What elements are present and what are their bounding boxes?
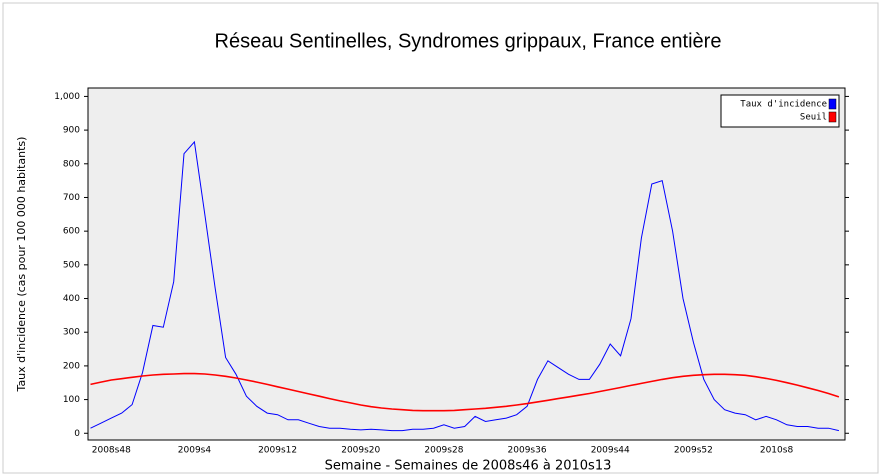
y-tick-label: 600 bbox=[63, 227, 80, 237]
y-tick-label: 400 bbox=[63, 294, 80, 304]
legend-label: Taux d'incidence bbox=[740, 100, 827, 110]
legend-label: Seuil bbox=[800, 113, 827, 123]
x-tick-label: 2009s52 bbox=[674, 446, 713, 456]
legend-swatch bbox=[828, 111, 837, 123]
y-tick-label: 800 bbox=[63, 159, 80, 169]
x-tick-label: 2009s28 bbox=[424, 446, 463, 456]
y-tick-label: 100 bbox=[63, 395, 80, 405]
x-tick-label: 2010s8 bbox=[760, 446, 794, 456]
y-tick-label: 300 bbox=[63, 328, 80, 338]
line-series bbox=[90, 140, 840, 432]
x-tick-label: 2008s48 bbox=[92, 446, 131, 456]
x-tick-label: 2009s12 bbox=[258, 446, 297, 456]
line-series bbox=[90, 372, 840, 412]
y-tick-label: 700 bbox=[63, 193, 80, 203]
y-tick-label: 1,000 bbox=[54, 92, 80, 102]
x-axis-label: Semaine - Semaines de 2008s46 à 2010s13 bbox=[325, 459, 612, 474]
x-tick-label: 2009s4 bbox=[178, 446, 212, 456]
plot-area bbox=[87, 87, 846, 441]
legend-swatch bbox=[828, 98, 837, 110]
legend-box bbox=[720, 94, 840, 128]
x-tick-label: 2009s44 bbox=[591, 446, 630, 456]
chart-title: Réseau Sentinelles, Syndromes grippaux, … bbox=[215, 30, 722, 52]
y-tick-label: 500 bbox=[63, 260, 80, 270]
y-tick-label: 900 bbox=[63, 126, 80, 136]
x-tick-label: 2009s36 bbox=[508, 446, 547, 456]
x-tick-label: 2009s20 bbox=[341, 446, 380, 456]
y-tick-label: 0 bbox=[74, 429, 80, 439]
y-axis-label: Taux d'incidence (cas pour 100 000 habit… bbox=[15, 137, 28, 393]
y-tick-label: 200 bbox=[63, 361, 80, 371]
